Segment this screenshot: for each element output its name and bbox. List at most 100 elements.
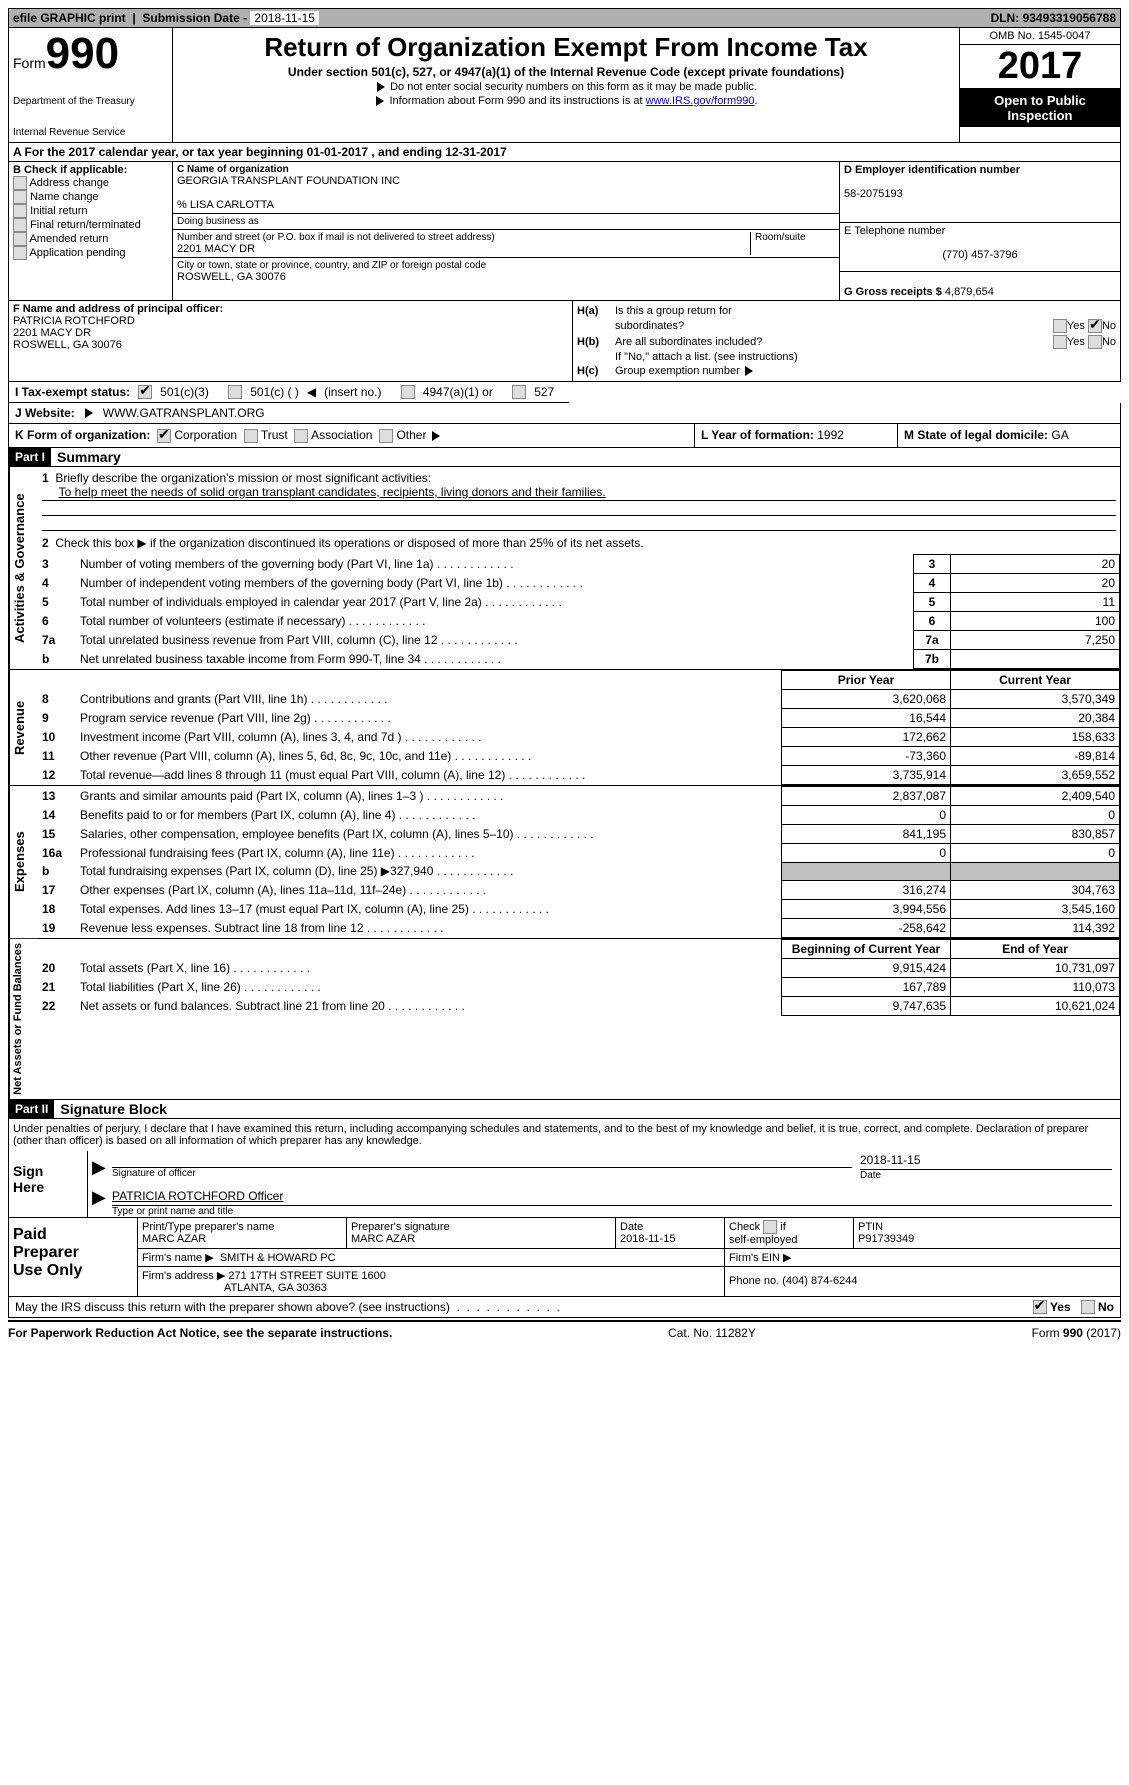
hb-note: If "No," attach a list. (see instruction… — [615, 351, 798, 363]
chk-527[interactable] — [512, 385, 526, 399]
m-label: M State of legal domicile: — [904, 428, 1051, 442]
irs-link[interactable]: www.IRS.gov/form990 — [646, 95, 755, 107]
form-subtitle: Under section 501(c), 527, or 4947(a)(1)… — [181, 65, 951, 79]
form-header: Form990 Department of the Treasury Inter… — [8, 28, 1121, 143]
footer-right: Form 990 (2017) — [1032, 1326, 1121, 1340]
m-value: GA — [1051, 428, 1068, 442]
tab-net-assets: Net Assets or Fund Balances — [9, 939, 38, 1099]
chk-name-change[interactable]: Name change — [13, 190, 168, 204]
chk-application-pending[interactable]: Application pending — [13, 246, 168, 260]
firm-name-label: Firm's name ▶ — [142, 1252, 214, 1264]
open-public-2: Inspection — [1007, 108, 1072, 123]
hb-yes[interactable] — [1053, 335, 1067, 349]
perjury-text: Under penalties of perjury, I declare th… — [8, 1119, 1121, 1151]
chk-address-change[interactable]: Address change — [13, 176, 168, 190]
discuss-text: May the IRS discuss this return with the… — [15, 1300, 450, 1314]
dept-treasury: Department of the Treasury — [13, 96, 168, 107]
org-name: GEORGIA TRANSPLANT FOUNDATION INC — [177, 175, 835, 187]
dln: DLN: 93493319056788 — [991, 11, 1116, 25]
hc-text: Group exemption number — [615, 365, 740, 377]
city-value: ROSWELL, GA 30076 — [177, 271, 835, 283]
hb-text: Are all subordinates included? — [615, 336, 1053, 348]
section-a: A For the 2017 calendar year, or tax yea… — [8, 143, 1121, 162]
sig-officer-label: Signature of officer — [112, 1168, 196, 1179]
chk-corporation[interactable] — [157, 429, 171, 443]
tel-label: E Telephone number — [844, 225, 1116, 237]
self-employed-check[interactable]: Check ifself-employed — [725, 1218, 854, 1249]
q2-text: Check this box ▶ if the organization dis… — [55, 536, 643, 550]
chk-initial-return[interactable]: Initial return — [13, 204, 168, 218]
revenue-table: Prior YearCurrent Year8Contributions and… — [38, 670, 1120, 785]
triangle-icon — [745, 366, 753, 376]
top-bar: efile GRAPHIC print | Submission Date - … — [8, 8, 1121, 28]
part2-title: Signature Block — [54, 1101, 167, 1117]
hb-label: H(b) — [577, 336, 615, 348]
chk-final-return[interactable]: Final return/terminated — [13, 218, 168, 232]
city-label: City or town, state or province, country… — [177, 260, 835, 271]
officer-name-title: PATRICIA ROTCHFORD Officer — [112, 1189, 283, 1203]
ha-yes[interactable] — [1053, 319, 1067, 333]
ha-text2: subordinates? — [615, 320, 1053, 332]
street-label: Number and street (or P.O. box if mail i… — [177, 232, 746, 243]
j-line: J Website: WWW.GATRANSPLANT.ORG — [8, 403, 1121, 424]
pdate-label: Date — [620, 1221, 643, 1233]
ptin-label: PTIN — [858, 1221, 883, 1233]
discuss-no[interactable] — [1081, 1300, 1095, 1314]
f-label: F Name and address of principal officer: — [13, 303, 223, 315]
irs-label: Internal Revenue Service — [13, 127, 168, 138]
pt-name: MARC AZAR — [142, 1233, 206, 1245]
discuss-yes[interactable] — [1033, 1300, 1047, 1314]
chk-501c3[interactable] — [138, 385, 152, 399]
room-label: Room/suite — [755, 232, 835, 243]
ein-label: D Employer identification number — [844, 164, 1116, 176]
part2-label: Part II — [9, 1100, 54, 1118]
ein-value: 58-2075193 — [844, 188, 1116, 200]
governance-table: 3Number of voting members of the governi… — [38, 554, 1120, 669]
ha-no[interactable] — [1088, 319, 1102, 333]
sig-date-label: Date — [860, 1170, 881, 1181]
chk-4947[interactable] — [401, 385, 415, 399]
hc-label: H(c) — [577, 365, 615, 377]
chk-trust[interactable] — [244, 429, 258, 443]
website-value: WWW.GATRANSPLANT.ORG — [103, 406, 265, 420]
name-title-label: Type or print name and title — [112, 1206, 233, 1217]
phone: (404) 874-6244 — [782, 1275, 857, 1287]
ha-text: Is this a group return for — [615, 305, 1116, 317]
footer-mid: Cat. No. 11282Y — [668, 1326, 756, 1340]
chk-501c[interactable] — [228, 385, 242, 399]
efile-label: efile GRAPHIC print — [13, 11, 126, 25]
ha-label: H(a) — [577, 305, 615, 317]
tab-revenue: Revenue — [9, 670, 38, 785]
firm-ein-label: Firm's EIN ▶ — [729, 1252, 792, 1264]
firm-addr1: 271 17TH STREET SUITE 1600 — [228, 1270, 386, 1282]
ptin: P91739349 — [858, 1233, 914, 1245]
triangle-icon — [377, 82, 385, 92]
b-label: B Check if applicable: — [13, 164, 168, 176]
sig-date: 2018-11-15 — [860, 1153, 1120, 1167]
tab-governance: Activities & Governance — [9, 467, 38, 669]
care-of: % LISA CARLOTTA — [177, 199, 835, 211]
net-assets-table: Beginning of Current YearEnd of Year20To… — [38, 939, 1120, 1016]
street-value: 2201 MACY DR — [177, 243, 746, 255]
arrow-icon: ▶ — [92, 1157, 106, 1178]
form-title: Return of Organization Exempt From Incom… — [181, 32, 951, 63]
dba-label: Doing business as — [177, 216, 835, 227]
firm-addr2: ATLANTA, GA 30363 — [224, 1282, 327, 1294]
omb-number: OMB No. 1545-0047 — [960, 28, 1120, 45]
chk-amended-return[interactable]: Amended return — [13, 232, 168, 246]
chk-association[interactable] — [294, 429, 308, 443]
bcd-row: B Check if applicable: Address change Na… — [8, 162, 1121, 300]
open-public-1: Open to Public — [994, 93, 1086, 108]
chk-other[interactable] — [379, 429, 393, 443]
mission-text: To help meet the needs of solid organ tr… — [59, 485, 606, 499]
phone-label: Phone no. — [729, 1275, 782, 1287]
sign-here-label: SignHere — [9, 1151, 87, 1217]
hb-no[interactable] — [1088, 335, 1102, 349]
tab-expenses: Expenses — [9, 786, 38, 938]
officer-addr1: 2201 MACY DR — [13, 327, 91, 339]
gross-value: 4,879,654 — [945, 286, 994, 298]
footer-left: For Paperwork Reduction Act Notice, see … — [8, 1326, 392, 1340]
triangle-icon — [376, 96, 384, 106]
form-number: 990 — [46, 29, 119, 78]
pdate: 2018-11-15 — [620, 1233, 675, 1245]
